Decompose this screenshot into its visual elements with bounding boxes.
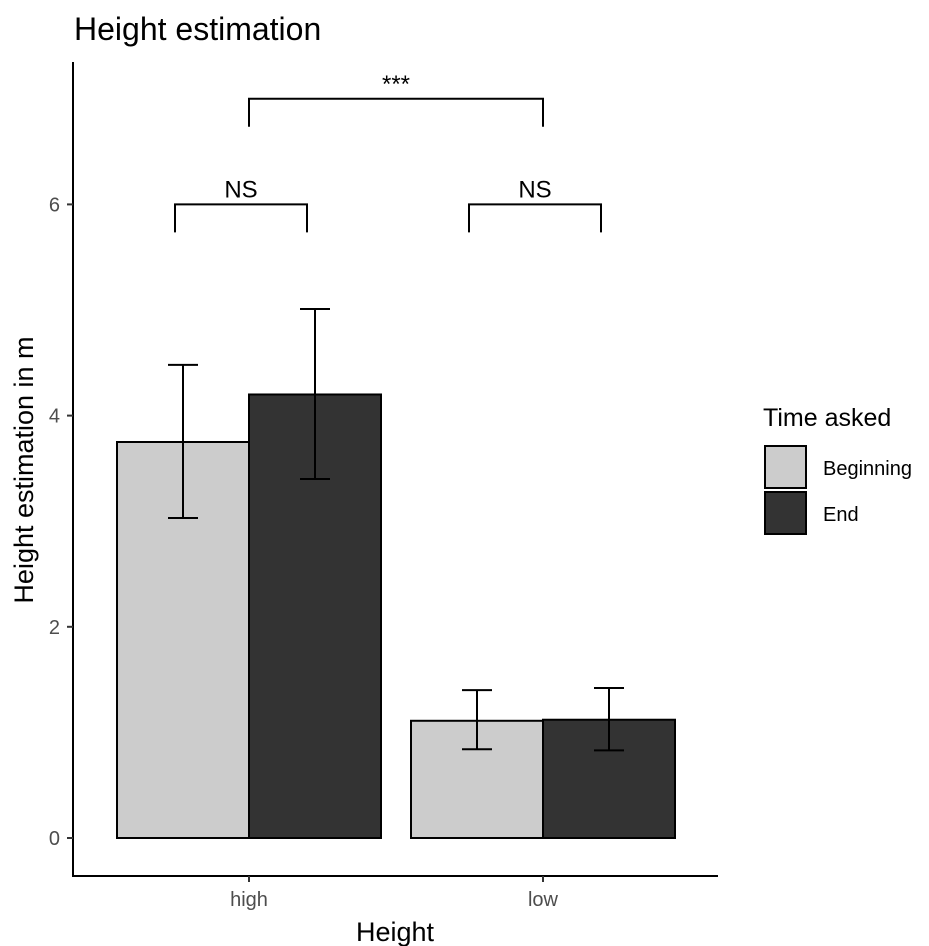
y-tick-label: 2 [49,617,60,639]
significance-bracket-line [174,203,308,233]
legend-label: Beginning [823,458,912,480]
y-tick-label: 4 [49,406,60,428]
x-ticks-group: high low [230,876,559,911]
y-axis-title: Height estimation in m [9,336,39,603]
x-axis-title: Height [356,917,435,946]
y-tick-label: 6 [49,194,60,216]
legend-item-end: End [764,491,859,535]
error-bars-group [168,307,624,752]
error-bar-low-beginning [462,689,492,751]
x-tick-label: high [230,889,268,911]
significance-label: NS [518,176,551,203]
x-tick-label: low [528,889,559,911]
significance-label: *** [382,71,410,98]
significance-bracket: *** [248,71,544,127]
error-bar-high-end [300,307,330,480]
y-ticks-group: 0 2 4 6 [49,194,73,850]
significance-bracket-line [468,203,602,233]
legend-swatch [764,445,807,489]
legend-item-beginning: Beginning [764,445,912,489]
error-bar-low-end [594,687,624,752]
chart-title: Height estimation [74,11,321,47]
legend-label: End [823,504,859,526]
error-bar-high-beginning [168,363,198,520]
significance-bracket: NS [174,176,308,233]
bars-group [116,393,676,840]
significance-bracket: NS [468,176,602,233]
significance-brackets-group: NS NS *** [174,71,602,233]
legend-items: Beginning End [764,445,912,535]
legend-swatch [764,491,807,535]
legend-title: Time asked [763,404,891,432]
y-tick-label: 0 [49,828,60,850]
legend: Time asked Beginning End [763,404,912,535]
significance-label: NS [224,176,257,203]
significance-bracket-line [248,97,544,127]
